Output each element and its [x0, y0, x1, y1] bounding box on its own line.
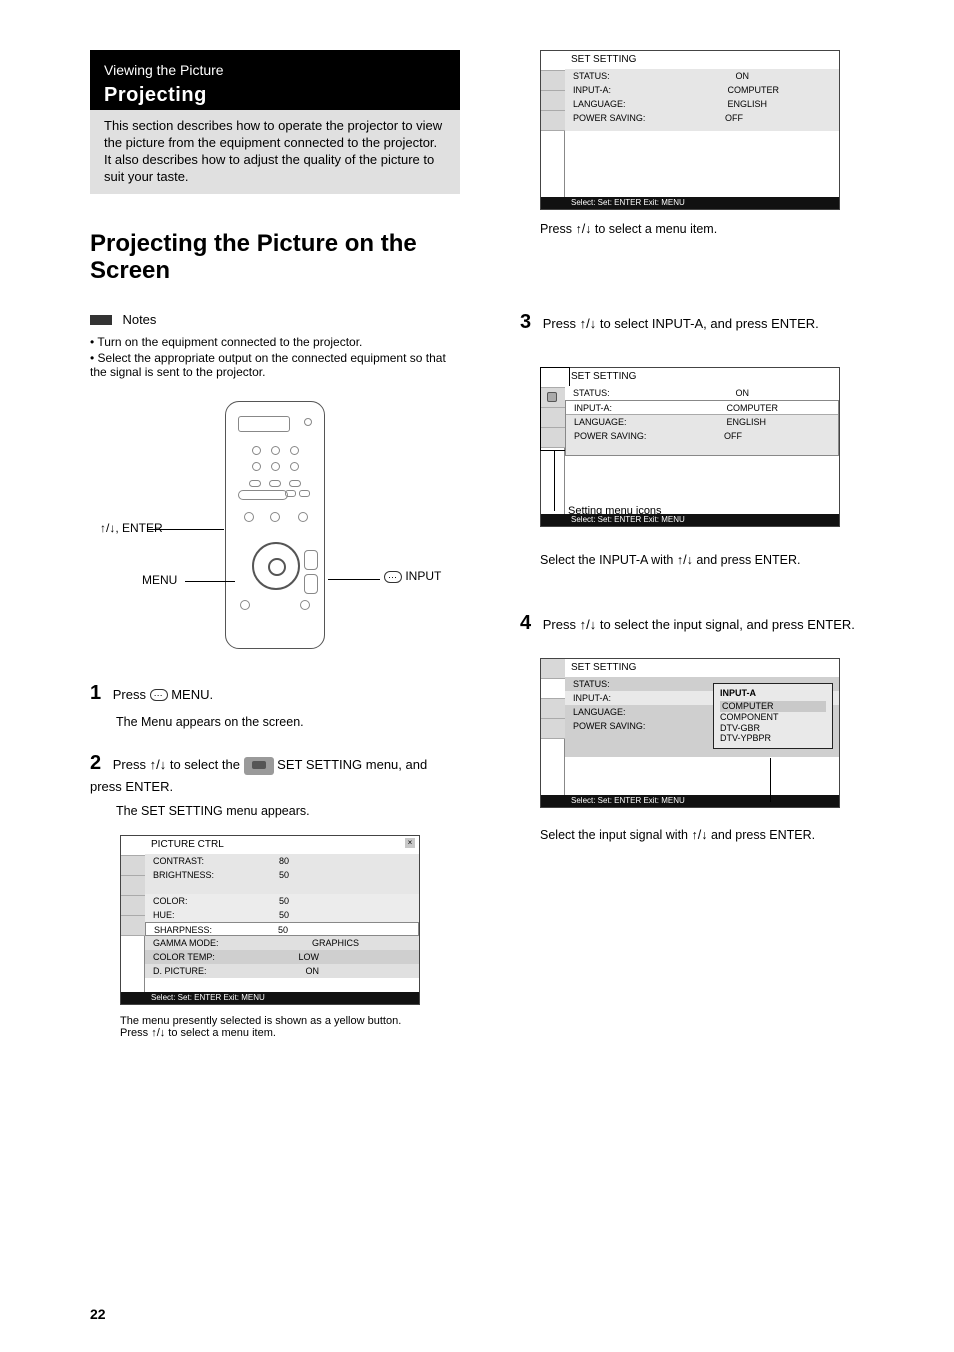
picturectrl-selband: CONTRAST: 80 BRIGHTNESS: 50	[145, 854, 419, 894]
popup-opt2: COMPONENT	[720, 712, 826, 723]
note-item-2: • Select the appropriate output on the c…	[90, 351, 460, 379]
row-brightness: BRIGHTNESS:	[153, 870, 214, 880]
label-input: ⋯ INPUT	[384, 569, 441, 583]
page-number: 22	[90, 1306, 106, 1322]
arrow-pair-icon: ↑/↓	[150, 757, 167, 772]
popup-screenshot: SET SETTING STATUS: INPUT-A: LANGUAGE: P…	[540, 658, 840, 808]
pp-title: SET SETTING	[541, 659, 839, 677]
row-gamma: GAMMA MODE:	[153, 938, 219, 948]
heading-projecting: Projecting the Picture on the Screen	[90, 230, 460, 285]
pp-caption: Select the input signal with ↑/↓ and pre…	[540, 826, 880, 844]
popup-title: INPUT-A	[720, 688, 826, 699]
right-column: SET SETTING STATUS: ON INPUT-A: COMPUTER…	[520, 50, 880, 844]
step-2-num: 2	[90, 752, 101, 774]
ss2-leader	[554, 451, 555, 511]
label-menu: MENU	[142, 573, 177, 587]
ss1-caption: Press ↑/↓ to select a menu item.	[540, 220, 880, 238]
pp-leader	[770, 758, 771, 802]
picturectrl-sidebar	[121, 836, 145, 1004]
side-icon-3	[121, 876, 145, 896]
row-contrast: CONTRAST:	[153, 856, 204, 866]
row-hue: HUE:	[153, 910, 175, 920]
label-input-text: INPUT	[405, 569, 441, 583]
input-popup: INPUT-A COMPUTER COMPONENT DTV-GBR DTV-Y…	[713, 683, 833, 749]
side-icon-4	[121, 896, 145, 916]
picturectrl-title: PICTURE CTRL	[121, 836, 419, 854]
page: Viewing the Picture Projecting This sect…	[0, 0, 954, 1352]
picturectrl-footer: Select: Set: ENTER Exit: MENU	[121, 992, 419, 1004]
picturectrl-screenshot: PICTURE CTRL × CONTRAST: 80 BRIGHTNESS: …	[120, 835, 420, 1005]
step-1-num: 1	[90, 682, 101, 704]
step-4: 4 Press ↑/↓ to select the input signal, …	[520, 609, 880, 638]
menu-button-icon: ⋯	[150, 689, 168, 701]
arrow-down-icon: ↓	[109, 521, 115, 535]
notes-block: Notes • Turn on the equipment connected …	[90, 311, 460, 379]
pp-footer: Select: Set: ENTER Exit: MENU	[541, 795, 839, 807]
ss1-sidebar	[541, 51, 565, 209]
row-color: COLOR:	[153, 896, 188, 906]
step-3: 3 Press ↑/↓ to select INPUT-A, and press…	[520, 308, 880, 337]
arrow-up-icon: ↑	[100, 521, 106, 535]
section-banner: Viewing the Picture Projecting	[90, 50, 460, 110]
note-bar-icon	[90, 315, 112, 325]
ss2-title: SET SETTING	[541, 368, 839, 386]
remote-lcd	[238, 416, 290, 432]
remote-minus	[304, 574, 318, 594]
close-icon: ×	[405, 838, 415, 848]
setsetting-chip-icon	[244, 757, 274, 775]
banner-subtitle: This section describes how to operate th…	[90, 110, 460, 194]
remote-body	[225, 401, 325, 649]
label-updown: ↑/↓, ENTER	[100, 521, 163, 535]
notes-label: Notes	[122, 312, 156, 327]
leader-input	[328, 579, 380, 580]
side-icon-2	[121, 856, 145, 876]
step-1-sub: The Menu appears on the screen.	[116, 714, 460, 732]
ss2-caption: Select the INPUT-A with ↑/↓ and press EN…	[540, 551, 880, 569]
left-column: Viewing the Picture Projecting This sect…	[90, 50, 460, 1039]
step-2-sub: The SET SETTING menu appears.	[116, 803, 460, 821]
step-3-num: 3	[520, 311, 531, 333]
row-dpic: D. PICTURE:	[153, 966, 207, 976]
ss1-title: SET SETTING	[541, 51, 839, 69]
note-item-1: • Turn on the equipment connected to the…	[90, 335, 460, 349]
popup-screenshot-wrap: SET SETTING STATUS: INPUT-A: LANGUAGE: P…	[540, 658, 880, 808]
row-sharp: SHARPNESS:	[154, 925, 212, 935]
remote-plus	[304, 550, 318, 570]
step-1: 1 Press ⋯ MENU.	[90, 679, 460, 708]
setsetting-screenshot-2-wrap: SET SETTING STATUS: ON INPUT-A: COMPUTER…	[540, 367, 880, 527]
ss1-footer: Select: Set: ENTER Exit: MENU	[541, 197, 839, 209]
remote-figure: ↑/↓, ENTER MENU ⋯ INPUT	[90, 401, 460, 661]
row-ctemp: COLOR TEMP:	[153, 952, 215, 962]
remote-led	[304, 418, 312, 426]
popup-opt3: DTV-GBR	[720, 723, 826, 734]
popup-opt1: COMPUTER	[720, 701, 826, 712]
step-4-num: 4	[520, 612, 531, 634]
step-2: 2 Press ↑/↓ to select the SET SETTING me…	[90, 749, 460, 797]
leader-menu	[185, 581, 235, 582]
side-icon-5	[121, 916, 145, 936]
banner-kicker: Viewing the Picture	[104, 62, 446, 78]
setsetting-screenshot-1: SET SETTING STATUS: ON INPUT-A: COMPUTER…	[540, 50, 840, 210]
remote-dpad	[252, 542, 300, 590]
input-icon: ⋯	[384, 571, 402, 583]
popup-opt4: DTV-YPBPR	[720, 733, 826, 744]
setsetting-screenshot-2: SET SETTING STATUS: ON INPUT-A: COMPUTER…	[540, 367, 840, 527]
picturectrl-caption: The menu presently selected is shown as …	[120, 1015, 460, 1039]
ss2-callout: Setting menu icons	[568, 505, 662, 517]
remote-enter	[268, 558, 286, 576]
banner-title: Projecting	[104, 84, 446, 107]
